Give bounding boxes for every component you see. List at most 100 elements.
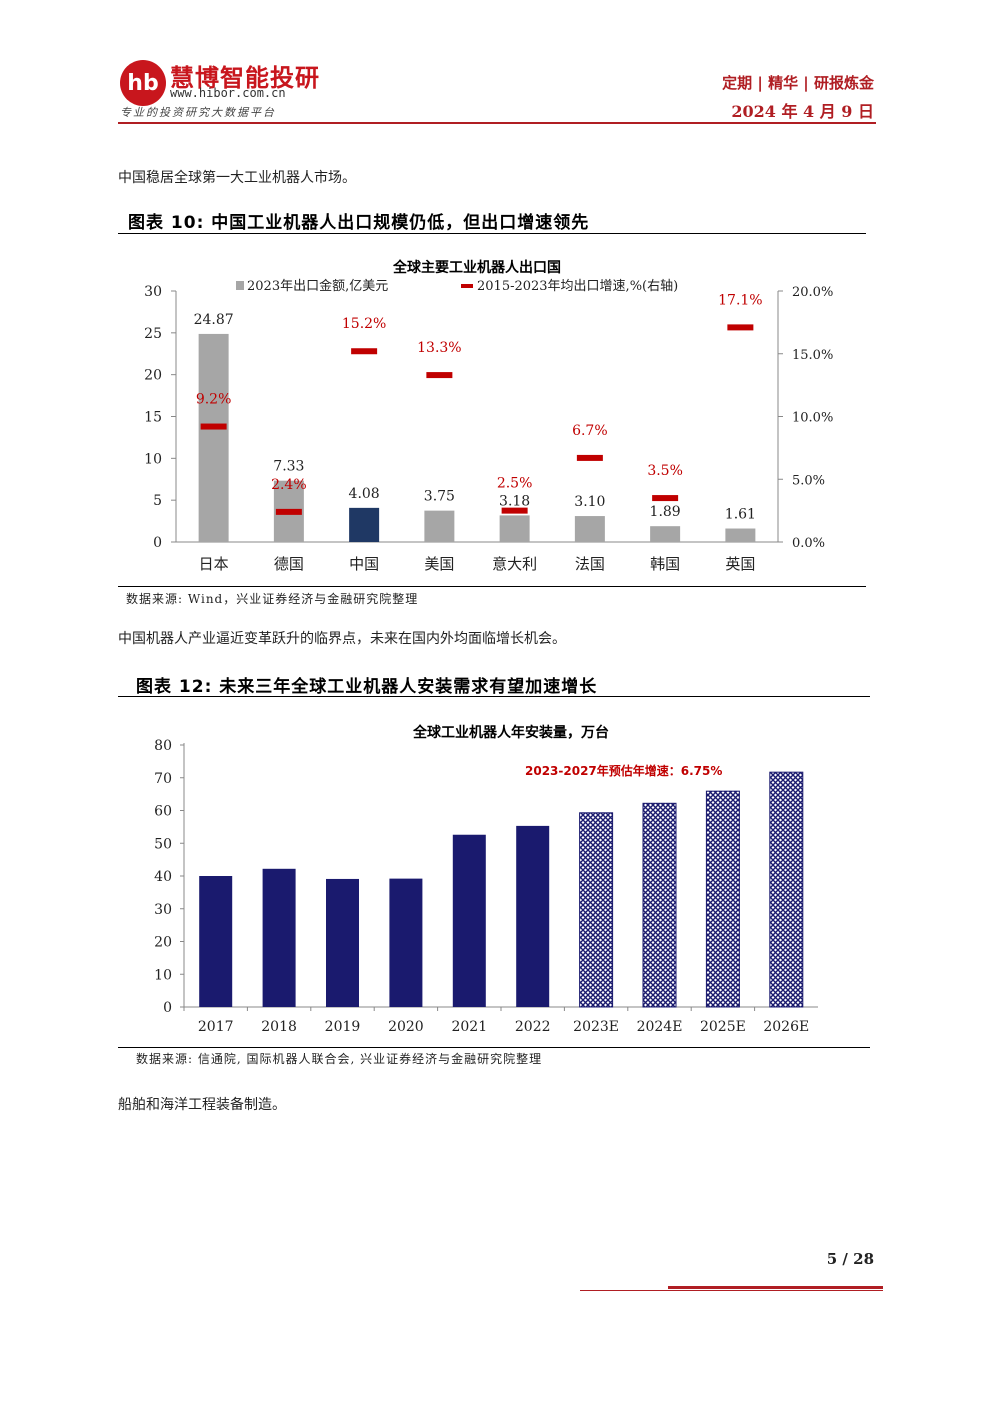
growth-marker — [275, 508, 302, 515]
bar-value-label: 3.75 — [424, 489, 455, 505]
y-tick-label-right: 5.0% — [792, 473, 825, 488]
footer-accent-rule — [668, 1286, 883, 1289]
figure-12-source: 数据来源: 信通院, 国际机器人联合会, 兴业证券经济与金融研究院整理 — [136, 1052, 543, 1066]
export-bar — [424, 510, 455, 542]
x-tick-label: 德国 — [274, 555, 304, 573]
footer-rule — [580, 1290, 883, 1291]
y-tick-label: 50 — [154, 836, 172, 852]
estimate-bar — [769, 771, 804, 1008]
report-date: 2024 年 4 月 9 日 — [731, 102, 874, 121]
install-bar — [199, 876, 233, 1007]
brand-name: 慧博智能投研 — [170, 64, 320, 92]
growth-label: 15.2% — [342, 316, 386, 332]
x-tick-label: 意大利 — [492, 555, 537, 573]
installation-chart: 全球工业机器人年安装量，万台 2023-2027年预估年增速：6.75% 0 10 20… — [154, 724, 818, 1035]
x-tick-label: 中国 — [349, 555, 379, 573]
growth-label: 3.5% — [647, 463, 683, 479]
x-tick-label: 2023E — [573, 1019, 619, 1035]
export-bar — [725, 528, 756, 542]
y-tick-label-left: 15 — [144, 410, 162, 426]
bar-value-label: 4.08 — [349, 486, 380, 502]
y-tick-label-left: 0 — [153, 535, 162, 551]
figure-10-bottom-rule — [118, 586, 866, 587]
legend-marker-label: 2015-2023年均出口增速,%(右轴) — [477, 279, 678, 294]
figure-12-top-rule — [118, 696, 870, 697]
growth-marker — [426, 372, 453, 379]
estimate-bar — [579, 812, 614, 1008]
paragraph-inflection: 中国机器人产业逼近变革跃升的临界点，未来在国内外均面临增长机会。 — [118, 631, 566, 647]
growth-label: 17.1% — [718, 292, 762, 308]
chart-title: 全球工业机器人年安装量，万台 — [412, 724, 609, 741]
export-bar — [574, 516, 605, 542]
x-tick-label: 2019 — [325, 1019, 361, 1035]
install-bar — [389, 878, 423, 1007]
figure-10-title: 图表 10: 中国工业机器人出口规模仍低，但出口增速领先 — [128, 213, 590, 233]
x-tick-label: 美国 — [424, 555, 454, 573]
figure-12-title: 图表 12: 未来三年全球工业机器人安装需求有望加速增长 — [136, 677, 598, 697]
growth-marker — [576, 454, 603, 461]
growth-annotation: 2023-2027年预估年增速：6.75% — [525, 763, 722, 778]
y-tick-label: 40 — [154, 869, 172, 885]
y-tick-label: 70 — [154, 771, 172, 787]
x-tick-label: 日本 — [199, 555, 229, 573]
paragraph-market: 中国稳居全球第一大工业机器人市场。 — [118, 170, 356, 186]
x-tick-label: 2020 — [388, 1019, 424, 1035]
bar-value-label: 3.18 — [499, 493, 530, 509]
legend-marker-swatch — [461, 284, 473, 288]
x-tick-label: 2018 — [261, 1019, 297, 1035]
y-tick-label-left: 10 — [144, 451, 162, 467]
y-tick-label: 10 — [154, 967, 172, 983]
y-tick-label-left: 5 — [153, 493, 162, 509]
install-bar — [452, 834, 486, 1007]
growth-marker — [727, 324, 754, 331]
growth-label: 6.7% — [572, 423, 608, 439]
export-bar — [499, 515, 530, 542]
x-tick-label: 韩国 — [650, 555, 680, 573]
legend-bar-swatch — [236, 281, 244, 290]
growth-label: 9.2% — [196, 392, 232, 408]
y-tick-label: 80 — [154, 738, 172, 754]
x-tick-label: 2017 — [198, 1019, 234, 1035]
growth-marker — [351, 348, 378, 355]
x-tick-label: 英国 — [725, 555, 755, 573]
page-number: 5 / 28 — [826, 1250, 874, 1268]
legend-bar-label: 2023年出口金额,亿美元 — [247, 278, 388, 294]
x-tick-label: 2026E — [763, 1019, 809, 1035]
x-tick-label: 2024E — [637, 1019, 683, 1035]
figure-12-bottom-rule — [118, 1047, 870, 1048]
x-tick-label: 2022 — [515, 1019, 551, 1035]
figure-10-source: 数据来源: Wind，兴业证券经济与金融研究院整理 — [126, 592, 419, 606]
brand-url[interactable]: www.hibor.com.cn — [170, 86, 286, 100]
growth-label: 2.5% — [497, 476, 533, 492]
install-bar — [262, 868, 296, 1007]
estimate-bar — [642, 802, 677, 1008]
header-tagline: 定期 | 精华 | 研报炼金 — [722, 74, 874, 92]
y-tick-label-right: 0.0% — [792, 536, 825, 551]
y-tick-label-left: 30 — [144, 284, 162, 300]
export-bar — [349, 507, 380, 542]
growth-marker — [200, 423, 227, 430]
figure-10-top-rule — [118, 233, 866, 234]
growth-label: 13.3% — [417, 340, 461, 356]
y-tick-label: 30 — [154, 902, 172, 918]
export-bar — [198, 333, 229, 542]
install-bar — [326, 878, 359, 1007]
bar-value-label: 24.87 — [194, 312, 234, 328]
x-tick-label: 2021 — [451, 1019, 487, 1035]
x-tick-label: 法国 — [575, 555, 605, 573]
bar-value-label: 3.10 — [574, 494, 605, 510]
export-bar — [650, 526, 681, 542]
growth-marker — [652, 495, 679, 502]
y-tick-label-left: 25 — [144, 326, 162, 342]
bar-value-label: 1.61 — [725, 507, 756, 523]
estimate-bar — [705, 790, 740, 1008]
y-tick-label: 20 — [154, 935, 172, 951]
x-tick-label: 2025E — [700, 1019, 746, 1035]
brand-slogan: 专业的投资研究大数据平台 — [120, 106, 276, 119]
y-tick-label-right: 10.0% — [792, 411, 833, 426]
y-tick-label-left: 20 — [144, 368, 162, 384]
y-tick-label-right: 20.0% — [792, 285, 833, 300]
growth-label: 2.4% — [271, 477, 307, 493]
bar-value-label: 7.33 — [273, 459, 304, 475]
